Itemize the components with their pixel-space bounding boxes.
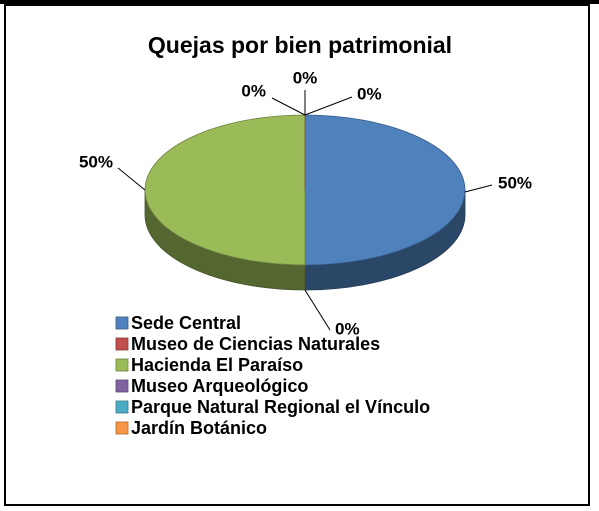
leader-line bbox=[304, 289, 331, 331]
data-label: 50% bbox=[79, 152, 113, 171]
legend-label: Museo Arqueológico bbox=[131, 376, 308, 396]
chart-title: Quejas por bien patrimonial bbox=[148, 32, 452, 58]
data-label: 0% bbox=[241, 81, 266, 100]
chart-border bbox=[4, 4, 590, 506]
leader-line bbox=[464, 184, 493, 193]
leader-line bbox=[271, 97, 306, 116]
legend-swatch bbox=[115, 337, 129, 351]
leader-line bbox=[117, 167, 146, 191]
legend-swatch bbox=[115, 358, 129, 372]
legend-label: Jardín Botánico bbox=[131, 418, 267, 438]
data-label: 0% bbox=[357, 84, 382, 103]
legend-label: Hacienda El Paraíso bbox=[131, 355, 303, 375]
legend-swatch bbox=[115, 421, 129, 435]
data-label: 0% bbox=[293, 68, 318, 87]
legend-swatch bbox=[115, 379, 129, 393]
leader-line bbox=[304, 96, 353, 116]
pie-slice bbox=[304, 114, 466, 266]
legend-label: Parque Natural Regional el Vínculo bbox=[131, 397, 430, 417]
legend-label: Museo de Ciencias Naturales bbox=[131, 334, 380, 354]
data-label: 0% bbox=[335, 319, 360, 338]
legend-swatch bbox=[115, 400, 129, 414]
legend-label: Sede Central bbox=[131, 313, 241, 333]
data-label: 50% bbox=[498, 173, 532, 192]
legend-swatch bbox=[115, 316, 129, 330]
